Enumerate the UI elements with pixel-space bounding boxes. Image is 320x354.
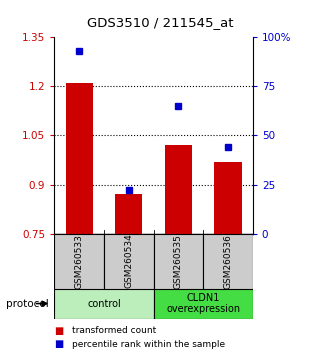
Bar xyxy=(165,145,192,234)
Bar xyxy=(104,234,154,289)
Bar xyxy=(214,162,242,234)
Text: ■: ■ xyxy=(54,326,64,336)
Text: GSM260534: GSM260534 xyxy=(124,234,133,289)
Bar xyxy=(154,289,253,319)
Bar xyxy=(115,194,142,234)
Bar xyxy=(203,234,253,289)
Text: GDS3510 / 211545_at: GDS3510 / 211545_at xyxy=(87,16,233,29)
Text: CLDN1
overexpression: CLDN1 overexpression xyxy=(166,293,240,314)
Bar xyxy=(154,234,203,289)
Text: GSM260533: GSM260533 xyxy=(75,234,84,289)
Bar xyxy=(66,83,93,234)
Text: ■: ■ xyxy=(54,339,64,349)
Text: GSM260535: GSM260535 xyxy=(174,234,183,289)
Bar xyxy=(54,234,104,289)
Bar xyxy=(54,289,154,319)
Text: percentile rank within the sample: percentile rank within the sample xyxy=(72,339,225,349)
Text: protocol: protocol xyxy=(6,298,49,309)
Text: GSM260536: GSM260536 xyxy=(223,234,233,289)
Text: transformed count: transformed count xyxy=(72,326,156,336)
Text: control: control xyxy=(87,298,121,309)
